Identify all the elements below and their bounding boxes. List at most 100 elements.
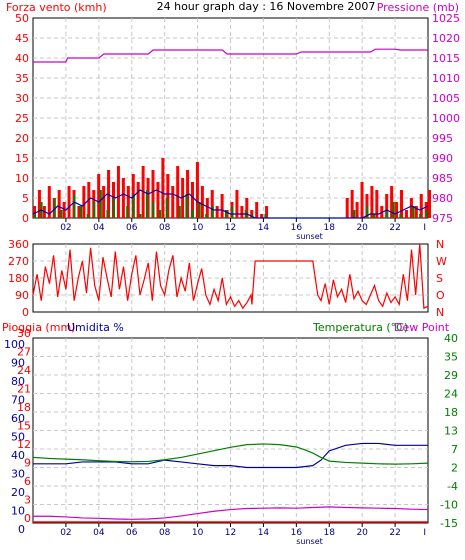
gust-bar — [395, 202, 399, 218]
gust-bar — [375, 190, 379, 218]
humidity-ytick-label: 30 — [11, 468, 25, 481]
temp-xtick-label: 18 — [324, 528, 336, 538]
gust-bar — [255, 202, 259, 218]
gust-bar — [235, 190, 239, 218]
wind-ytick-label: 30 — [15, 92, 29, 105]
rain-ytick-label: 3 — [24, 494, 31, 507]
direction-ytick-label: 270 — [8, 255, 29, 268]
rain-ytick-label: 0 — [24, 512, 31, 525]
dewpoint-line — [33, 506, 429, 520]
wind-direction-line — [32, 243, 429, 310]
gust-bar — [146, 178, 150, 218]
wind-xtick-label: 06 — [126, 223, 138, 233]
wind-xtick-label: 02 — [60, 223, 71, 233]
rain-ytick-label: 18 — [17, 401, 31, 414]
gust-bar — [67, 186, 71, 218]
wind-green-bar — [264, 214, 267, 218]
pressure-ytick-label: 990 — [432, 152, 453, 165]
temp-xtick-label: 16 — [291, 528, 303, 538]
wind-ytick-label: 5 — [22, 192, 29, 205]
wind-xtick-label: 14 — [258, 223, 270, 233]
gust-bar — [240, 206, 244, 218]
wind-ytick-label: 20 — [15, 132, 29, 145]
humidity-ytick-label: 90 — [11, 357, 25, 370]
gust-bar — [97, 174, 101, 218]
gust-bar — [37, 190, 41, 218]
wind-green-bar — [86, 214, 89, 218]
wind-xtick-label: 10 — [192, 223, 204, 233]
chart-title: 24 hour graph day : 16 Novembre 2007 — [157, 0, 376, 13]
rain-ytick-label: 21 — [17, 383, 31, 396]
wind-green-bar — [113, 198, 115, 218]
gust-bar — [210, 190, 214, 218]
temp-sunset-label: sunset — [296, 537, 323, 546]
gust-bar — [355, 202, 359, 218]
wind-green-bar — [60, 210, 63, 218]
wind-green-bar — [198, 202, 201, 218]
humidity-ytick-label: 20 — [11, 486, 25, 499]
gust-bar — [414, 206, 418, 218]
temperature-ytick-label: 13 — [444, 425, 458, 438]
wind-green-bar — [139, 214, 142, 218]
temperature-ytick-label: -10 — [440, 499, 458, 512]
wind-xtick-label: 04 — [93, 223, 105, 233]
pressure-ytick-label: 995 — [432, 132, 453, 145]
wind-green-bar — [425, 210, 428, 218]
humidity-ytick-label: 40 — [11, 449, 25, 462]
wind-green-bar — [80, 206, 83, 218]
gust-bar — [121, 178, 125, 218]
wind-axis-title: Forza vento (kmh) — [6, 1, 107, 14]
wind-green-bar — [412, 206, 415, 218]
pressure-axis-title: Pressione (mb) — [377, 1, 459, 14]
wind-green-bar — [106, 210, 109, 218]
gust-bar — [260, 214, 264, 218]
wind-green-bar — [386, 210, 389, 218]
wind-green-bar — [185, 194, 188, 218]
gust-bar — [390, 186, 394, 218]
gust-bar — [161, 158, 165, 218]
wind-green-bar — [178, 206, 181, 218]
gust-bar — [33, 206, 36, 218]
temperature-ytick-label: 18 — [444, 406, 458, 419]
wind-xtick-label: 22 — [389, 223, 400, 233]
gust-bar — [107, 170, 111, 218]
wind-green-bar — [366, 206, 369, 218]
wind-xtick-label: 20 — [356, 223, 368, 233]
wind-green-bar — [192, 210, 194, 218]
gust-bar — [126, 186, 130, 218]
wind-xtick-end: I — [423, 223, 426, 233]
gust-bar — [265, 206, 269, 218]
gust-bar — [166, 174, 170, 218]
gust-bar — [136, 182, 140, 218]
temperature-ytick-label: 40 — [444, 332, 458, 345]
direction-compass-label: O — [436, 289, 445, 302]
direction-ytick-label: 180 — [8, 272, 29, 285]
gust-bar — [47, 186, 51, 218]
rain-ytick-label: 30 — [17, 327, 31, 340]
wind-green-bar — [159, 210, 162, 218]
wind-ytick-label: 35 — [15, 72, 29, 85]
gust-bar — [400, 190, 404, 218]
wind-ytick-label: 45 — [15, 32, 29, 45]
temperature-axis-title: Temperatura (°C) — [312, 321, 408, 334]
gust-bar — [419, 194, 423, 218]
temperature-ytick-label: 7 — [451, 443, 458, 456]
gust-bar — [176, 166, 180, 218]
temp-xtick-label: 14 — [258, 528, 270, 538]
gust-bar — [191, 182, 194, 218]
gust-bar — [409, 198, 413, 218]
pressure-ytick-label: 1015 — [432, 52, 460, 65]
gust-bar — [350, 190, 354, 218]
gust-bar — [195, 162, 199, 218]
humidity-ytick-label: 80 — [11, 375, 25, 388]
wind-sunset-label: sunset — [296, 232, 323, 241]
gust-bar — [171, 186, 175, 218]
temperature-line — [32, 443, 429, 465]
wind-green-bar — [399, 214, 402, 218]
temp-xtick-label: 20 — [356, 528, 368, 538]
temp-xtick-label: 06 — [126, 528, 138, 538]
temp-xtick-end: I — [423, 528, 426, 538]
wind-xtick-label: 08 — [159, 223, 171, 233]
wind-green-bar — [353, 210, 356, 218]
